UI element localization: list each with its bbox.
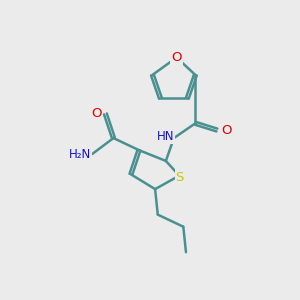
Text: S: S <box>176 170 184 184</box>
Text: O: O <box>171 51 182 64</box>
Text: H₂N: H₂N <box>68 148 91 161</box>
Text: HN: HN <box>156 130 174 143</box>
Text: O: O <box>92 107 102 120</box>
Text: O: O <box>222 124 232 136</box>
